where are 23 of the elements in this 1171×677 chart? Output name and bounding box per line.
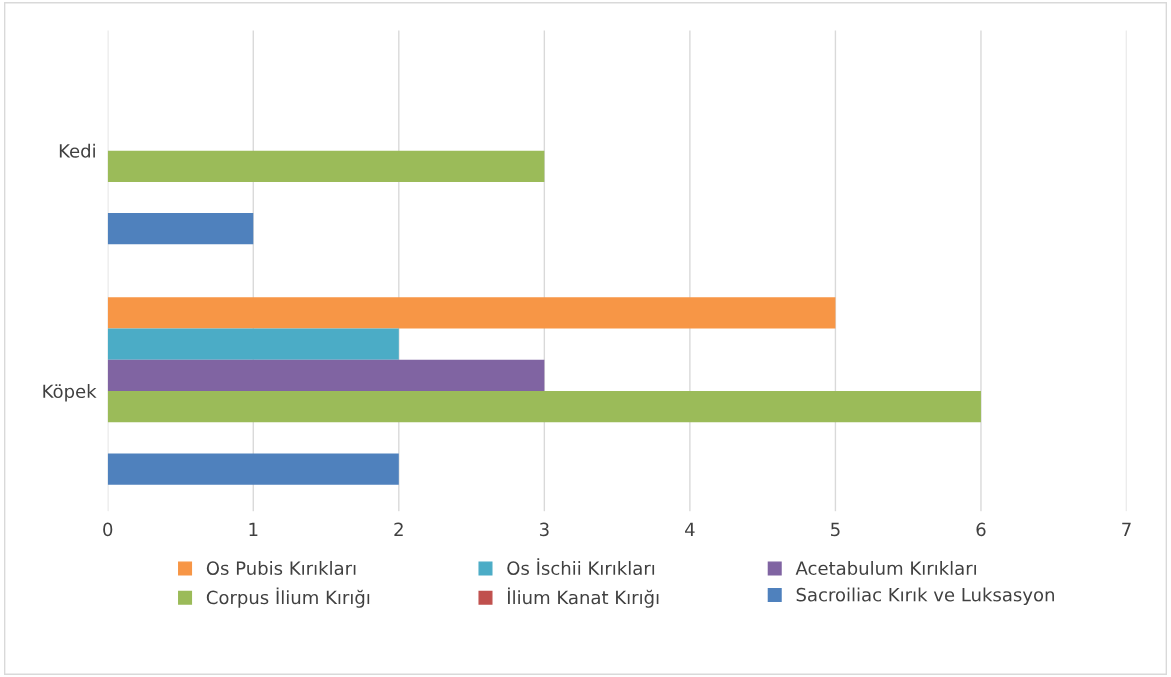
x-tick-label: 6 bbox=[976, 522, 986, 537]
x-tick-label: 4 bbox=[685, 522, 695, 536]
x-tick-label: 5 bbox=[831, 522, 840, 537]
x-tick-label: 1 bbox=[249, 522, 258, 536]
bar bbox=[107, 390, 981, 423]
x-tick-label: 7 bbox=[1122, 522, 1131, 536]
x-tick-label: 3 bbox=[539, 522, 549, 537]
x-tick-label: 2 bbox=[394, 522, 403, 536]
y-tick-label: Köpek bbox=[43, 384, 97, 402]
bar bbox=[107, 213, 254, 245]
legend-label: Corpus İlium Kırığı bbox=[206, 587, 370, 608]
bar bbox=[107, 328, 399, 360]
bar bbox=[107, 359, 545, 391]
legend-label: Os İschii Kırıkları bbox=[507, 558, 655, 576]
legend-label: Acetabulum Kırıkları bbox=[795, 561, 976, 576]
legend-label: Sacroiliac Kırık ve Luksasyon bbox=[796, 587, 1054, 606]
bar bbox=[107, 150, 545, 182]
x-tick-label: 0 bbox=[103, 522, 113, 537]
bar bbox=[107, 297, 836, 329]
legend-label: Os Pubis Kırıkları bbox=[206, 561, 356, 576]
bar bbox=[107, 453, 399, 485]
y-tick-label: Kedi bbox=[59, 143, 95, 158]
legend-label: İlium Kanat Kırığı bbox=[508, 587, 659, 608]
